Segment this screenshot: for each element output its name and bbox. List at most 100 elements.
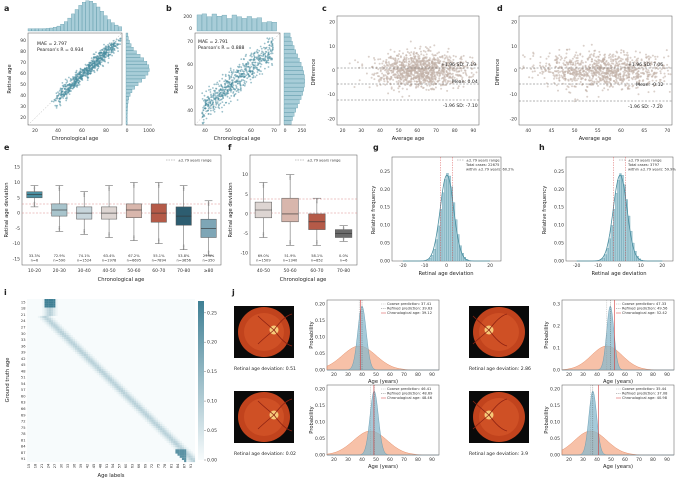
scatter-point bbox=[422, 57, 425, 60]
heatmap-cell bbox=[51, 315, 54, 319]
heatmap-cell bbox=[125, 387, 128, 391]
scatter-point bbox=[399, 72, 402, 75]
scatter-point bbox=[568, 48, 571, 51]
scatter-point bbox=[580, 73, 583, 76]
scatter-point bbox=[270, 52, 272, 55]
heatmap-cell bbox=[57, 332, 60, 336]
histogram-bar bbox=[457, 234, 460, 262]
xtick-label: 69 bbox=[144, 463, 148, 468]
refined-distribution bbox=[327, 390, 439, 456]
scatter-point bbox=[425, 68, 428, 70]
scatter-point bbox=[245, 81, 248, 83]
scatter-point bbox=[57, 91, 59, 94]
scatter-point bbox=[354, 59, 357, 62]
scatter-point bbox=[530, 68, 533, 70]
xtick-label: 24 bbox=[47, 463, 51, 468]
heatmap-cell bbox=[94, 358, 97, 361]
colorbar-tick-label: 0.05 bbox=[207, 428, 217, 434]
scatter-point bbox=[604, 64, 607, 67]
scatter-point bbox=[447, 61, 450, 64]
heatmap-cell bbox=[83, 358, 86, 361]
scatter-point bbox=[353, 86, 356, 88]
xtick-label: 20 bbox=[487, 263, 493, 269]
scatter-point bbox=[654, 83, 657, 86]
scatter-point bbox=[105, 55, 108, 57]
heatmap-cell bbox=[162, 430, 165, 433]
scatter-point bbox=[419, 67, 422, 70]
scatter-point bbox=[114, 40, 117, 43]
scatter-point bbox=[92, 58, 95, 61]
scatter-point bbox=[65, 99, 68, 102]
scatter-point bbox=[429, 74, 432, 76]
panel-c-scatter bbox=[348, 40, 478, 98]
scatter-point bbox=[373, 57, 375, 59]
scatter-point bbox=[441, 56, 444, 59]
heatmap-cell bbox=[66, 332, 69, 336]
group-label: 20-30 bbox=[53, 268, 66, 274]
heatmap-cell bbox=[112, 387, 115, 391]
heatmap-cell bbox=[79, 345, 82, 348]
box-outlier bbox=[158, 184, 160, 187]
heatmap-cell bbox=[70, 339, 73, 342]
scatter-point bbox=[567, 68, 570, 71]
scatter-point bbox=[590, 60, 593, 63]
scatter-point bbox=[418, 77, 421, 80]
xtick-label: 70 bbox=[636, 457, 642, 463]
heatmap-cell bbox=[192, 459, 196, 463]
xtick-label: 30 bbox=[580, 457, 586, 463]
group-label: 40-50 bbox=[257, 268, 270, 274]
heatmap-cell bbox=[66, 330, 69, 334]
scatter-point bbox=[405, 82, 408, 84]
scatter-point bbox=[458, 79, 461, 82]
heatmap-cell bbox=[116, 385, 119, 389]
scatter-point bbox=[381, 66, 384, 68]
scatter-point bbox=[414, 63, 417, 66]
scatter-point bbox=[432, 61, 435, 64]
heatmap-cell bbox=[171, 440, 174, 444]
scatter-point bbox=[635, 68, 637, 71]
box-outlier bbox=[316, 240, 318, 242]
histogram-bar bbox=[125, 85, 135, 90]
scatter-point bbox=[420, 65, 423, 68]
scatter-point bbox=[427, 89, 430, 91]
scatter-point bbox=[636, 76, 639, 79]
box-outlier bbox=[207, 252, 210, 254]
scatter-point bbox=[271, 62, 273, 65]
scatter-point bbox=[225, 93, 228, 96]
scatter-point bbox=[641, 80, 644, 83]
ytick-label: 10 bbox=[329, 44, 335, 50]
heatmap-cell bbox=[131, 402, 134, 405]
scatter-point bbox=[571, 85, 573, 88]
case-xlabel: Age (years) bbox=[368, 464, 398, 470]
scatter-point bbox=[426, 77, 429, 79]
scatter-point bbox=[112, 39, 115, 42]
heatmap-cell bbox=[83, 349, 86, 353]
scatter-point bbox=[560, 74, 563, 77]
scatter-point bbox=[434, 78, 437, 81]
histogram-bar bbox=[608, 238, 611, 262]
scatter-point bbox=[68, 76, 70, 79]
heatmap-cell bbox=[171, 442, 174, 446]
heatmap-cell bbox=[105, 368, 108, 372]
scatter-point bbox=[242, 62, 244, 65]
heatmap-cell bbox=[101, 377, 104, 380]
scatter-point bbox=[565, 61, 568, 64]
xtick-label: 40 bbox=[359, 457, 365, 463]
histogram-bar bbox=[201, 13, 207, 32]
scatter-point bbox=[398, 64, 401, 67]
scatter-point bbox=[103, 59, 106, 62]
heatmap-cell bbox=[55, 313, 58, 317]
scatter-point bbox=[224, 83, 227, 85]
scatter-point bbox=[608, 56, 610, 59]
panel-c-mean: Mean: 0.04 bbox=[452, 79, 478, 85]
xtick-label: 60 bbox=[622, 457, 628, 463]
scatter-point bbox=[52, 100, 55, 103]
scatter-point bbox=[361, 64, 364, 67]
scatter-point bbox=[465, 64, 468, 67]
scatter-point bbox=[401, 72, 404, 74]
scatter-point bbox=[399, 56, 402, 59]
scatter-point bbox=[400, 67, 403, 70]
scatter-point bbox=[379, 79, 382, 81]
scatter-point bbox=[95, 57, 97, 59]
scatter-point bbox=[401, 61, 404, 64]
